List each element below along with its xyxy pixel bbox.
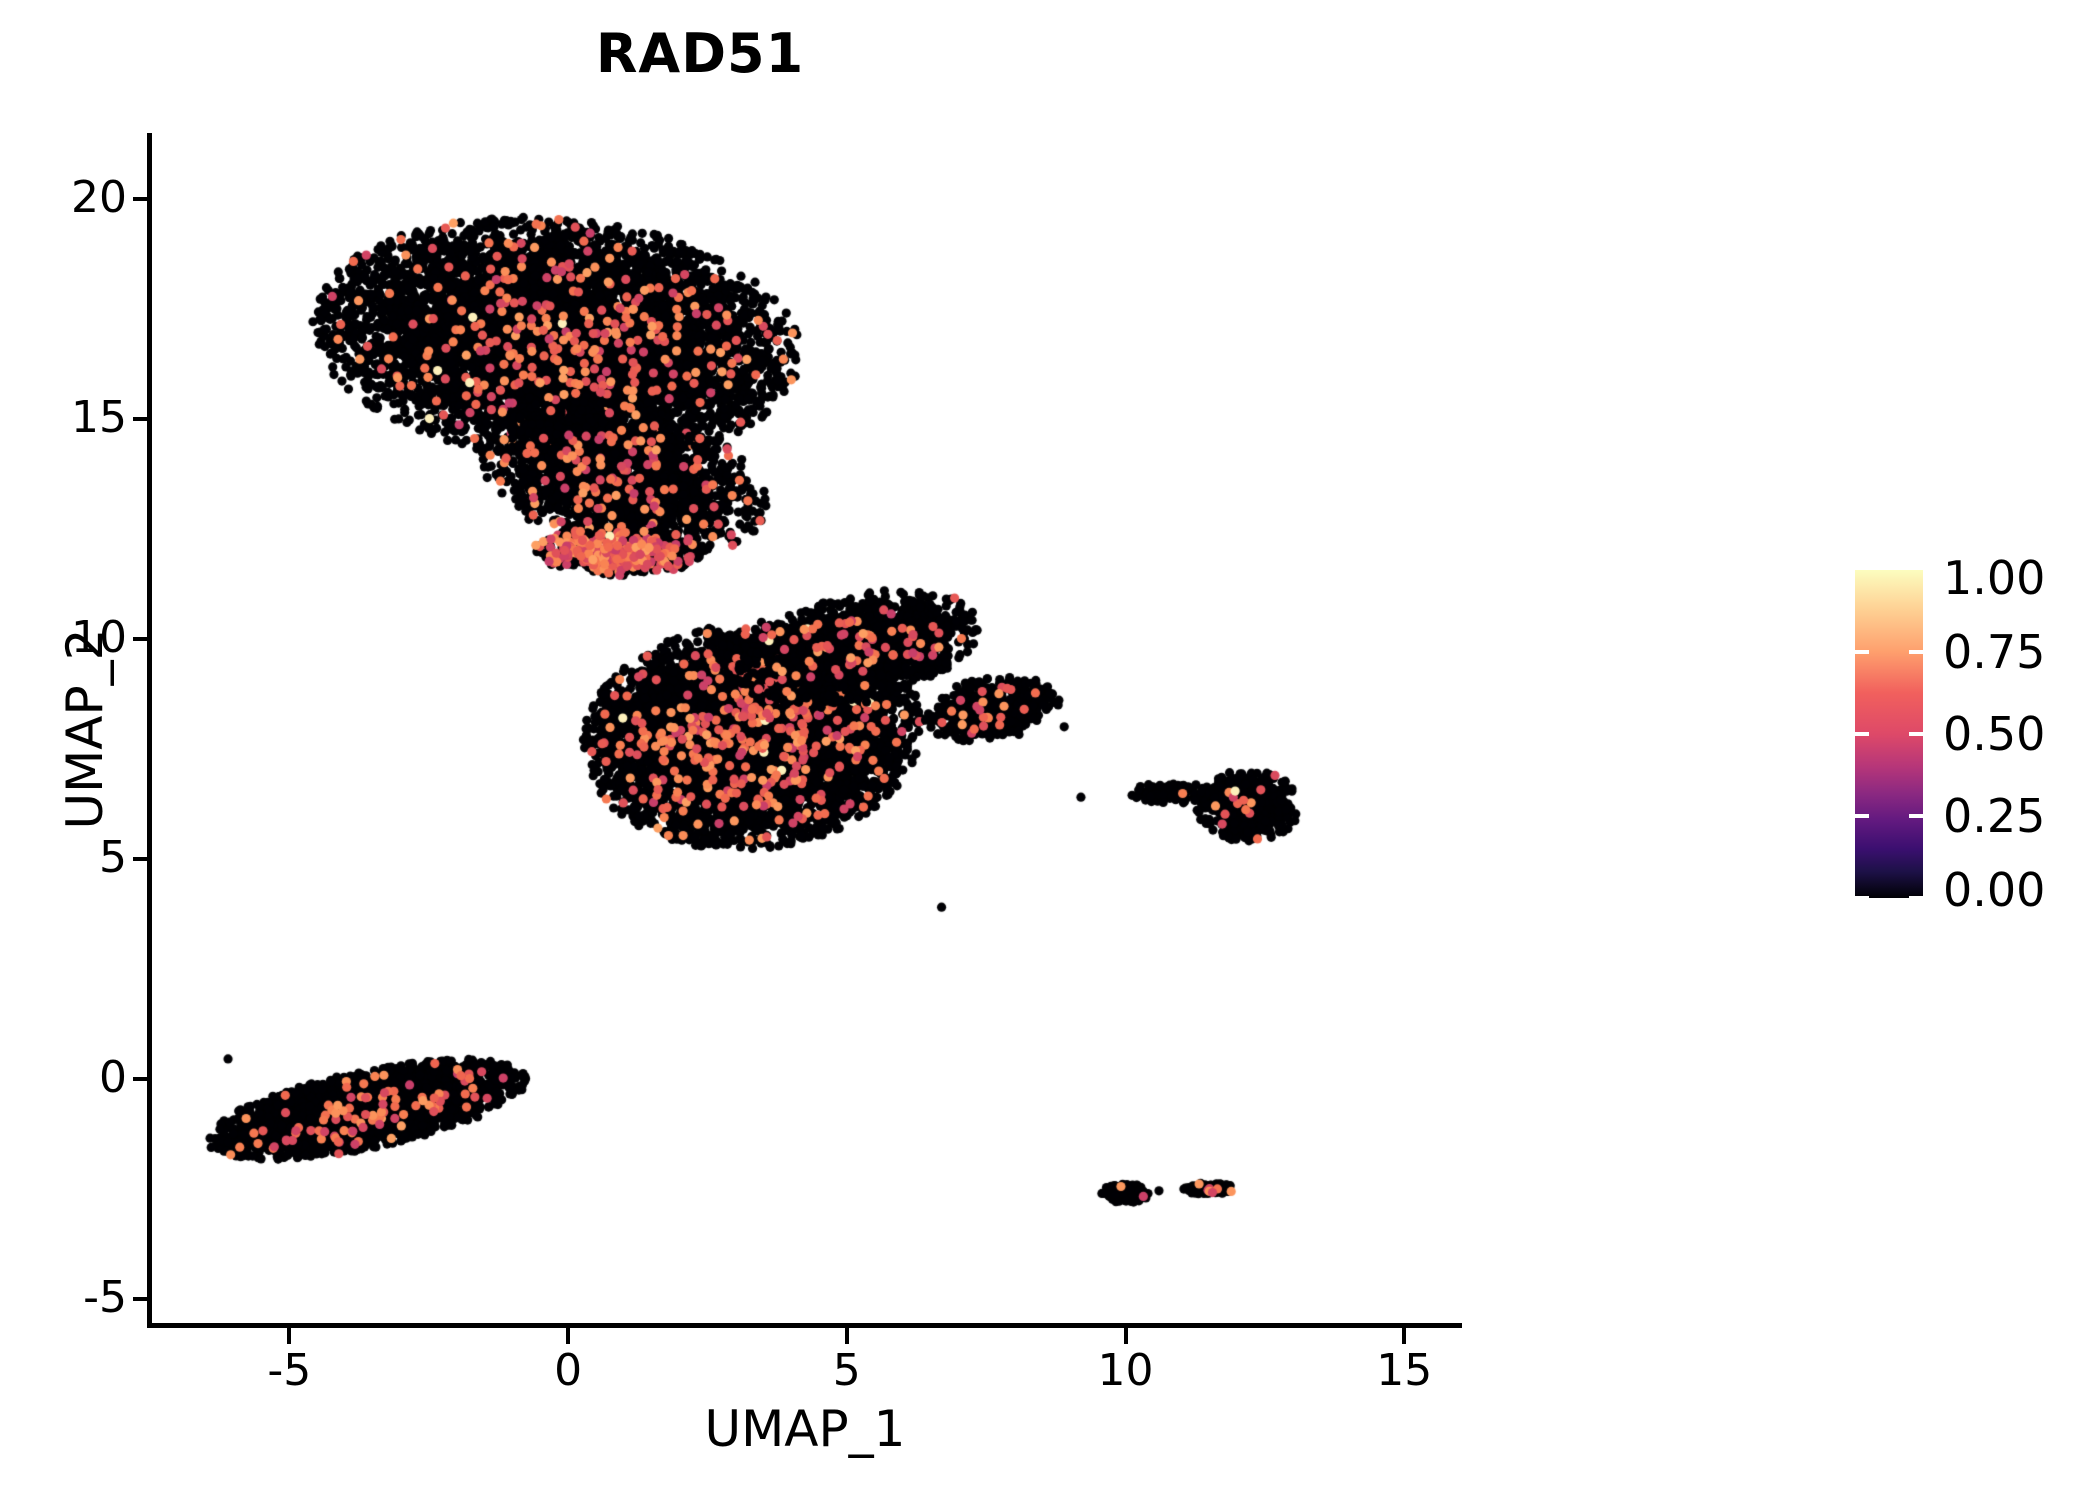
x-tick-label: 10 [1097, 1345, 1154, 1396]
colorbar-tick-mark [1909, 732, 1923, 736]
colorbar-tick-mark [1909, 650, 1923, 654]
colorbar: 1.00 0.75 0.50 0.25 0.00 [1855, 555, 2095, 913]
y-tick-mark [133, 636, 149, 641]
y-tick-mark [133, 1076, 149, 1081]
colorbar-tick-label: 1.00 [1943, 551, 2046, 605]
x-tick-label: 0 [554, 1345, 583, 1396]
colorbar-tick-label: 0.00 [1943, 863, 2046, 917]
y-tick-label: 5 [99, 831, 127, 883]
x-tick-mark [566, 1328, 571, 1344]
x-tick-label: -5 [267, 1345, 312, 1396]
y-tick-mark [133, 196, 149, 201]
colorbar-tick-mark [1909, 896, 1923, 900]
y-tick-label: 0 [99, 1051, 127, 1103]
scatter-canvas [150, 133, 1460, 1325]
x-tick-mark [287, 1328, 292, 1344]
colorbar-tick-mark [1855, 814, 1869, 818]
colorbar-tick-label: 0.25 [1943, 789, 2046, 843]
colorbar-tick-mark [1855, 650, 1869, 654]
y-tick-label: -5 [83, 1271, 127, 1323]
y-tick-mark [133, 1296, 149, 1301]
y-axis-label: UMAP_2 [56, 628, 114, 830]
x-tick-label: 5 [832, 1345, 861, 1396]
page-title: RAD51 [595, 22, 805, 85]
x-tick-label: 15 [1376, 1345, 1433, 1396]
plot-area [150, 133, 1460, 1325]
x-axis-label: UMAP_1 [704, 1400, 906, 1458]
y-tick-mark [133, 856, 149, 861]
colorbar-tick-mark [1855, 896, 1869, 900]
y-tick-mark [133, 416, 149, 421]
colorbar-tick-label: 0.75 [1943, 625, 2046, 679]
x-axis-spine [147, 1323, 1462, 1328]
y-tick-label: 15 [71, 391, 127, 443]
y-axis-spine [147, 133, 152, 1328]
colorbar-tick-mark [1909, 814, 1923, 818]
x-tick-mark [1123, 1328, 1128, 1344]
x-tick-mark [844, 1328, 849, 1344]
y-tick-label: 10 [71, 611, 127, 663]
x-tick-mark [1402, 1328, 1407, 1344]
colorbar-tick-label: 0.50 [1943, 707, 2046, 761]
y-tick-label: 20 [71, 171, 127, 223]
colorbar-tick-mark [1855, 732, 1869, 736]
